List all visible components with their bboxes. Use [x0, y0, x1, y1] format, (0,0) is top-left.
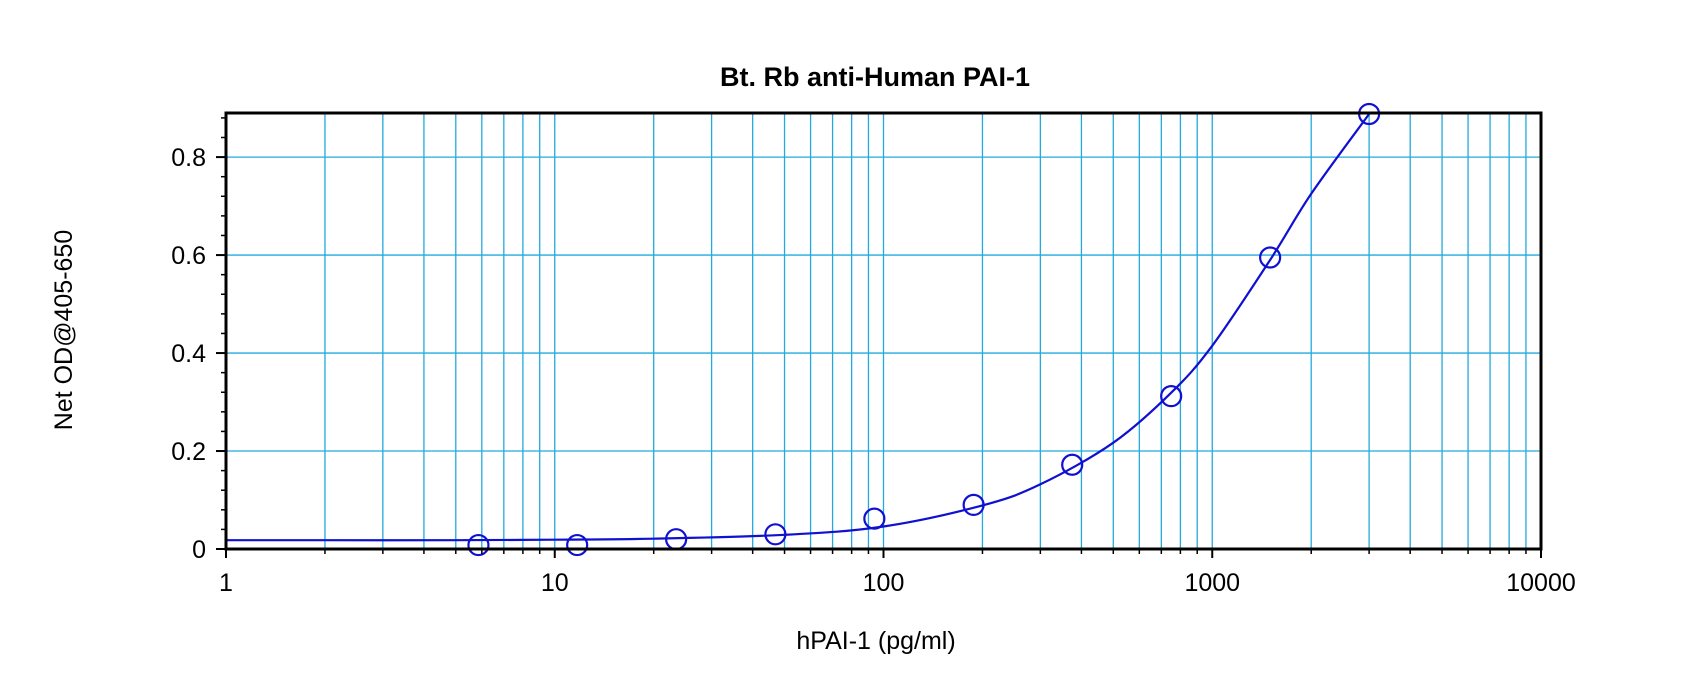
chart-title: Bt. Rb anti-Human PAI-1 [720, 62, 1030, 92]
fit-curve [225, 113, 1370, 542]
y-tick-label: 0.8 [171, 144, 206, 172]
x-tick-label: 100 [863, 569, 905, 597]
x-tick-label: 10 [541, 569, 569, 597]
y-tick-label: 0 [192, 536, 206, 564]
y-tick-label: 0.4 [171, 340, 206, 368]
data-points [467, 102, 1381, 557]
data-point [467, 533, 490, 557]
x-tick-label: 1000 [1184, 569, 1240, 597]
grid-lines [226, 113, 1541, 549]
data-point [764, 523, 787, 546]
data-point [566, 533, 589, 557]
y-tick-label: 0.6 [171, 242, 206, 270]
y-tick-label: 0.2 [171, 438, 206, 466]
data-point [863, 507, 886, 530]
data-point [962, 493, 985, 517]
x-tick-label: 10000 [1506, 569, 1576, 597]
data-point [1160, 385, 1183, 408]
y-axis-label: Net OD@405-650 [50, 230, 78, 430]
fit-curve-layer [225, 113, 1370, 542]
data-point [1259, 246, 1282, 269]
x-tick-label: 1 [219, 569, 233, 597]
axis-ticks: 1 10 100 1000 10000 0 0.2 0.4 0.6 0.8 [171, 117, 1576, 597]
x-axis-label: hPAI-1 (pg/ml) [796, 627, 955, 655]
data-point [1061, 453, 1084, 476]
